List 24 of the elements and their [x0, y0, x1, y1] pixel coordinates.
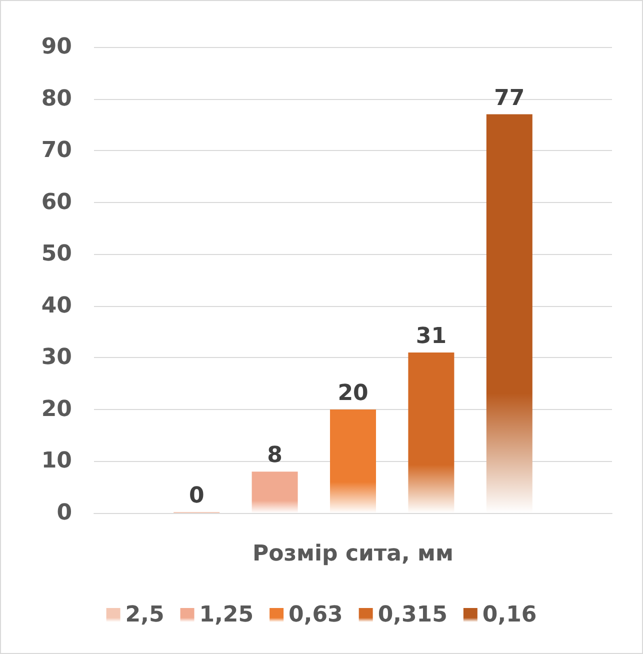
data-label: 31 [416, 324, 447, 349]
y-tick-label: 40 [41, 293, 72, 318]
legend-label: 0,63 [288, 602, 343, 628]
y-tick-label: 30 [41, 345, 72, 370]
y-tick-label: 0 [56, 500, 72, 526]
data-label: 20 [338, 380, 368, 406]
y-tick-label: 20 [41, 396, 72, 422]
data-label: 77 [494, 86, 525, 111]
data-label: 8 [267, 443, 282, 468]
y-tick-label: 70 [41, 138, 72, 164]
y-tick-label: 60 [41, 190, 72, 215]
legend-label: 0,315 [378, 602, 448, 628]
y-tick-label: 80 [41, 86, 72, 112]
bar [330, 409, 376, 513]
y-tick-label: 50 [41, 242, 72, 267]
legend-label: 1,25 [199, 602, 254, 628]
data-label: 0 [188, 484, 204, 508]
bar [408, 352, 454, 513]
y-tick-label: 90 [41, 34, 72, 60]
bar [252, 472, 298, 513]
x-axis-title: Розмір сита, мм [252, 542, 454, 566]
legend-label: 2,5 [125, 602, 164, 628]
legend-label: 0,16 [482, 602, 537, 628]
y-tick-label: 10 [41, 448, 72, 474]
